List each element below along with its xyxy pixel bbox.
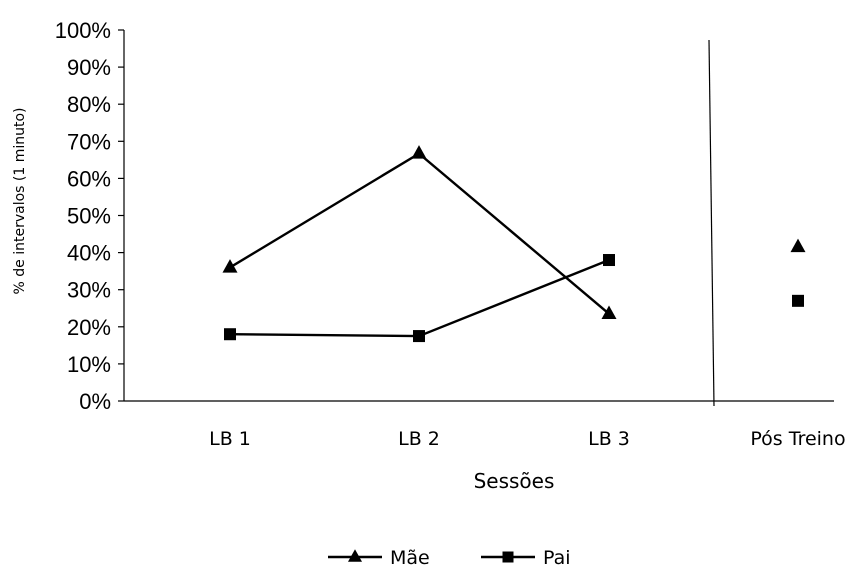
data-point-mae [222,259,238,273]
series-layer [222,145,806,343]
series-line-pai [229,258,610,338]
y-axis: 0% 10% 20% 30% 40% 50% 60% 70% 80% 90% 100% [55,18,125,414]
x-axis: LB 1 LB 2 LB 3 Pós Treino [124,400,846,450]
legend-item-mae: Mãe [328,547,430,569]
data-point-mae [790,238,806,253]
series-pai [224,254,804,343]
legend-marker-triangle [348,549,362,562]
legend: Mãe Pai [328,547,571,569]
data-point-pai [792,294,804,307]
data-point-mae [601,305,617,319]
data-point-mae [411,145,427,159]
x-tick-label: LB 1 [209,428,251,450]
y-tick-label: 80% [67,92,111,117]
data-point-pai [224,328,236,341]
y-tick-label: 100% [55,18,111,43]
data-point-pai [603,254,615,267]
y-ticks: 0% 10% 20% 30% 40% 50% 60% 70% 80% 90% 100% [55,18,124,414]
y-tick-label: 40% [67,241,111,266]
x-tick-label: LB 3 [588,428,630,450]
y-tick-label: 0% [79,389,111,414]
legend-label: Pai [543,547,571,569]
y-tick-label: 30% [67,278,111,303]
phase-change-line [708,39,715,407]
y-axis-title: % de intervalos (1 minuto) [12,108,28,295]
x-labels: LB 1 LB 2 LB 3 Pós Treino [209,428,845,450]
y-tick-label: 50% [67,204,111,229]
x-axis-title: Sessões [474,469,555,493]
data-point-pai [413,330,425,343]
series-mae [222,145,806,319]
y-tick-label: 60% [67,166,111,191]
y-tick-label: 20% [67,315,111,340]
legend-item-pai: Pai [481,547,571,569]
x-tick-label: LB 2 [398,428,440,450]
legend-label: Mãe [390,547,430,569]
y-tick-label: 90% [67,55,111,80]
series-line-mae [229,152,610,315]
y-tick-label: 70% [67,129,111,154]
y-tick-label: 10% [67,352,111,377]
x-tick-label: Pós Treino [750,428,845,450]
legend-marker-square [502,551,514,563]
